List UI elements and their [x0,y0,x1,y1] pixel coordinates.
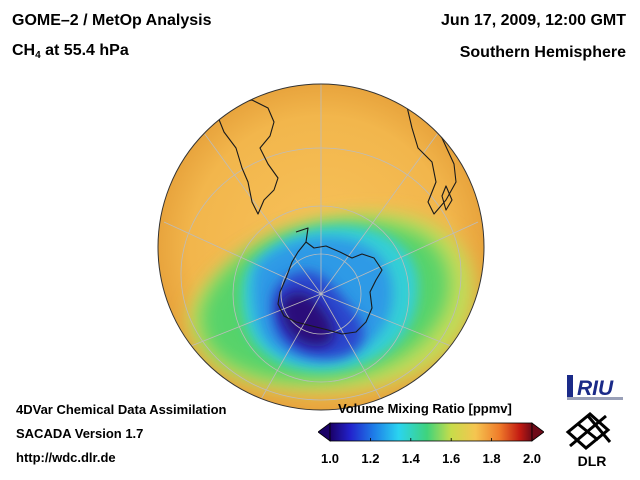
colorbar-gradient [329,422,533,442]
riu-logo: RIU [567,375,623,400]
svg-text:DLR: DLR [578,453,607,469]
colorbar-tick-label: 1.0 [320,451,340,466]
globe-outline [157,83,485,411]
graticule [163,84,479,409]
colorbar-tick-label: 1.2 [361,451,380,466]
colorbar-tick-label: 1.8 [482,451,501,466]
colorbar-max-arrow [531,422,544,442]
colorbar-ticks [329,438,533,441]
svg-text:RIU: RIU [577,377,614,400]
colorbar-tick-label: 1.6 [442,451,461,466]
map-title: GOME–2 / MetOp Analysis [12,12,212,29]
dlr-logo: DLR [565,412,612,469]
species-label: CH4 at 55.4 hPa [12,42,129,61]
footer-line-3: http://wdc.dlr.de [16,450,116,465]
hemisphere-label: Southern Hemisphere [459,44,626,61]
footer-line-1: 4DVar Chemical Data Assimilation [16,402,227,417]
ch4-field [188,213,475,391]
date-label: Jun 17, 2009, 12:00 GMT [441,12,626,29]
colorbar-title: Volume Mixing Ratio [ppmv] [338,401,512,416]
colorbar [318,422,544,442]
colorbar-tick-label: 1.4 [401,451,420,466]
globe-map [157,83,485,411]
colorbar-tick-label: 2.0 [522,451,542,466]
footer-line-2: SACADA Version 1.7 [16,426,144,441]
colorbar-min-arrow [318,422,331,442]
